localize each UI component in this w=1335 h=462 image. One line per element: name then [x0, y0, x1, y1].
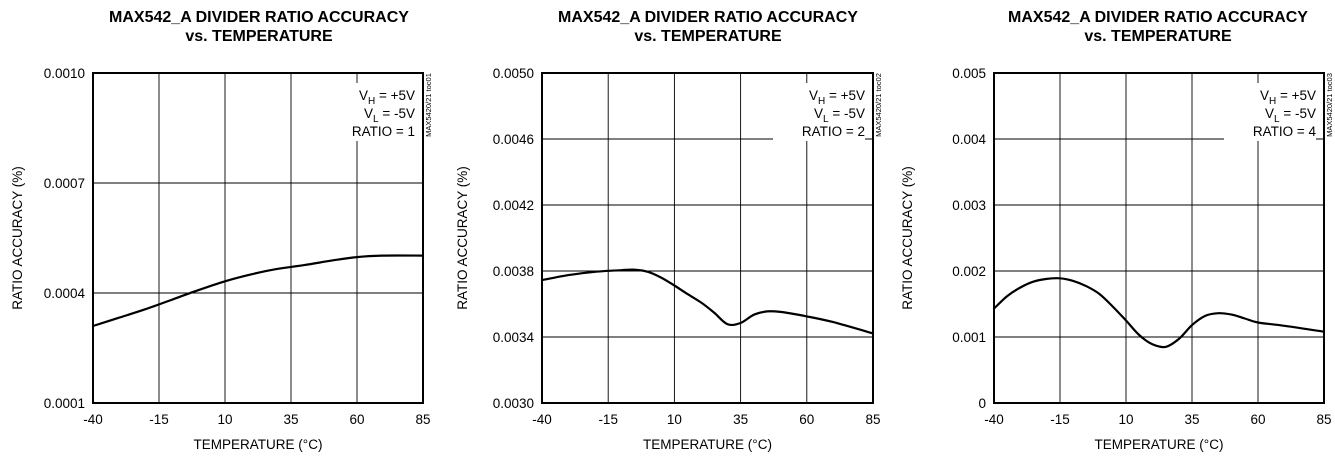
figure-code: MAX5420/21 toc02	[874, 73, 883, 137]
chart-panel-2: MAX542_A DIVIDER RATIO ACCURACY vs. TEMP…	[445, 0, 890, 462]
y-tick-label: 0.0034	[493, 330, 535, 345]
x-tick-label: 35	[1184, 412, 1199, 427]
x-tick-label: 85	[1316, 412, 1331, 427]
x-axis-label: TEMPERATURE (°C)	[194, 437, 323, 452]
annotation-ratio: RATIO = 2	[802, 124, 865, 139]
y-tick-label: 0.005	[952, 66, 986, 81]
y-tick-label: 0.0030	[493, 396, 534, 411]
chart-title: MAX542_A DIVIDER RATIO ACCURACY vs. TEMP…	[994, 8, 1322, 46]
x-tick-label: 60	[349, 412, 364, 427]
x-tick-label: 60	[1250, 412, 1265, 427]
y-axis-label: RATIO ACCURACY (%)	[455, 166, 470, 310]
annotation-vh: VH = +5V	[1260, 88, 1316, 107]
x-tick-label: 35	[283, 412, 298, 427]
y-tick-label: 0.0001	[44, 396, 85, 411]
x-tick-label: -40	[532, 412, 552, 427]
plot-frame	[541, 72, 874, 404]
x-tick-label: 60	[799, 412, 814, 427]
figure-code: MAX5420/21 toc03	[1325, 73, 1334, 137]
chart-panel-3: MAX542_A DIVIDER RATIO ACCURACY vs. TEMP…	[890, 0, 1335, 462]
y-tick-label: 0.0042	[493, 198, 534, 213]
x-tick-label: 85	[865, 412, 880, 427]
y-tick-label: 0.0046	[493, 132, 534, 147]
x-tick-label: 10	[217, 412, 232, 427]
chart-subtitle: vs. TEMPERATURE	[634, 28, 782, 45]
annotation-vl: VL = -5V	[1265, 106, 1316, 125]
y-axis-label: RATIO ACCURACY (%)	[900, 166, 915, 310]
plot-frame	[993, 72, 1325, 404]
y-tick-label: 0.0004	[44, 286, 86, 301]
x-tick-label: 85	[415, 412, 430, 427]
chart-title: MAX542_A DIVIDER RATIO ACCURACY vs. TEMP…	[544, 8, 872, 46]
y-tick-label: 0.003	[952, 198, 986, 213]
y-tick-label: 0.0007	[44, 176, 85, 191]
x-tick-label: -40	[83, 412, 103, 427]
x-axis-label: TEMPERATURE (°C)	[643, 437, 772, 452]
chart-title: MAX542_A DIVIDER RATIO ACCURACY vs. TEMP…	[95, 8, 423, 46]
chart-panel-1: MAX542_A DIVIDER RATIO ACCURACY vs. TEMP…	[0, 0, 445, 462]
series-line	[992, 277, 1326, 349]
y-tick-label: 0.0038	[493, 264, 534, 279]
annotation-background	[323, 83, 415, 141]
x-tick-label: -15	[1050, 412, 1070, 427]
annotation-background	[773, 83, 865, 141]
x-tick-label: -15	[149, 412, 169, 427]
y-tick-label: 0.001	[952, 330, 986, 345]
x-tick-label: 10	[667, 412, 682, 427]
series-line	[540, 268, 875, 335]
chart-title-line1: MAX542_A DIVIDER RATIO ACCURACY	[1008, 9, 1308, 26]
figure-code: MAX5420/21 toc01	[424, 73, 433, 137]
y-tick-label: 0.0050	[493, 66, 534, 81]
annotation-ratio: RATIO = 1	[352, 124, 415, 139]
y-tick-label: 0	[978, 396, 986, 411]
annotation-vh: VH = +5V	[359, 88, 415, 107]
y-tick-label: 0.004	[952, 132, 986, 147]
annotation-ratio: RATIO = 4	[1253, 124, 1317, 139]
y-tick-label: 0.0010	[44, 66, 85, 81]
y-tick-label: 0.002	[952, 264, 986, 279]
chart-title-line1: MAX542_A DIVIDER RATIO ACCURACY	[109, 9, 409, 26]
x-tick-label: 10	[1118, 412, 1133, 427]
y-axis-label: RATIO ACCURACY (%)	[10, 166, 25, 310]
annotation-vl: VL = -5V	[364, 106, 415, 125]
plot-frame	[92, 72, 424, 404]
x-tick-label: -40	[984, 412, 1004, 427]
x-axis-label: TEMPERATURE (°C)	[1095, 437, 1224, 452]
annotation-vl: VL = -5V	[814, 106, 865, 125]
annotation-background	[1224, 83, 1316, 141]
x-tick-label: -15	[598, 412, 618, 427]
chart-subtitle: vs. TEMPERATURE	[185, 28, 333, 45]
chart-subtitle: vs. TEMPERATURE	[1084, 28, 1232, 45]
chart-title-line1: MAX542_A DIVIDER RATIO ACCURACY	[558, 9, 858, 26]
annotation-vh: VH = +5V	[809, 88, 865, 107]
x-tick-label: 35	[733, 412, 748, 427]
series-line	[91, 254, 425, 328]
